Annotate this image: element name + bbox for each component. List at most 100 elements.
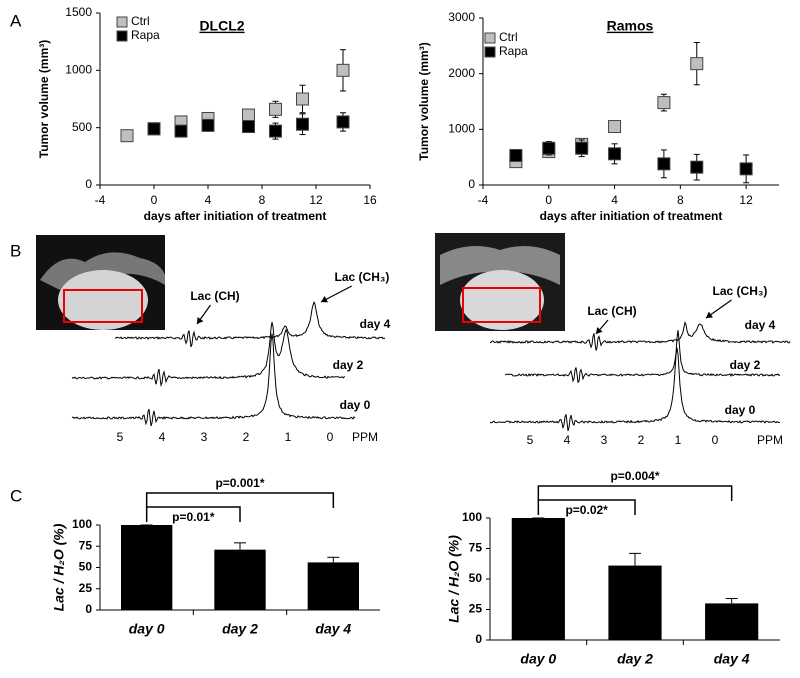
panel-label: A <box>10 11 22 30</box>
trace-label: day 2 <box>730 358 761 372</box>
ppm-tick-label: 2 <box>638 433 645 447</box>
y-tick-label: 50 <box>469 571 483 585</box>
bar <box>121 525 173 610</box>
trace-label: day 0 <box>725 403 756 417</box>
significance-bracket <box>145 506 241 522</box>
ppm-tick-label: 0 <box>712 433 719 447</box>
y-tick-label: 0 <box>468 177 475 191</box>
mri-image-left <box>36 235 165 330</box>
marker <box>336 63 350 77</box>
marker <box>242 108 255 122</box>
spectrum-trace <box>71 321 346 388</box>
y-axis-label: Tumor volume (mm³) <box>37 40 51 158</box>
panel-label: B <box>10 241 21 260</box>
y-tick-label: 3000 <box>448 10 475 24</box>
bar <box>608 565 662 640</box>
significance-bracket <box>537 499 636 515</box>
error-bar <box>234 542 246 550</box>
marker <box>690 57 704 71</box>
x-tick-label: 4 <box>205 193 212 207</box>
marker <box>575 141 589 155</box>
chart-title: DLCL2 <box>199 18 244 34</box>
y-tick-label: 25 <box>469 602 483 616</box>
legend-label: Rapa <box>131 28 160 42</box>
trace-label: day 4 <box>745 318 776 332</box>
legend-label: Rapa <box>499 44 528 58</box>
x-tick-label: 8 <box>677 193 684 207</box>
peak-label: Lac (CH) <box>190 289 239 303</box>
error-bar <box>629 552 641 566</box>
x-tick-label: 0 <box>151 193 158 207</box>
y-axis-label: Lac / H₂O (%) <box>51 523 67 611</box>
bar <box>307 562 359 610</box>
arrow-head <box>596 327 603 334</box>
marker <box>739 162 753 176</box>
legend-marker <box>116 30 128 42</box>
y-tick-label: 0 <box>85 177 92 191</box>
peak-label: Lac (CH₃) <box>335 270 390 284</box>
y-tick-label: 1000 <box>65 63 92 77</box>
marker <box>509 148 523 162</box>
ppm-axis-label: PPM <box>757 433 783 447</box>
trace-label: day 4 <box>360 317 391 331</box>
x-tick-label: day 0 <box>129 621 165 637</box>
y-tick-label: 100 <box>72 517 92 531</box>
x-tick-label: 4 <box>611 193 618 207</box>
x-tick-label: day 4 <box>714 651 750 667</box>
panel-label: C <box>10 486 22 505</box>
bar <box>705 603 759 640</box>
ppm-tick-label: 4 <box>159 430 166 444</box>
x-tick-label: 16 <box>363 193 377 207</box>
marker <box>201 118 215 132</box>
trace-label: day 0 <box>340 398 371 412</box>
ppm-tick-label: 3 <box>201 430 208 444</box>
ppm-tick-label: 5 <box>527 433 534 447</box>
x-tick-label: day 2 <box>222 621 258 637</box>
ppm-tick-label: 4 <box>564 433 571 447</box>
x-tick-label: -4 <box>478 193 489 207</box>
bar <box>214 549 266 610</box>
bar <box>511 518 565 640</box>
marker <box>296 92 309 106</box>
error-bar <box>327 556 340 563</box>
x-tick-label: 8 <box>259 193 266 207</box>
legend-marker <box>116 16 128 28</box>
marker <box>174 124 188 138</box>
arrow-head <box>197 317 204 324</box>
p-value: p=0.004* <box>610 469 659 483</box>
marker <box>269 124 282 138</box>
peak-label: Lac (CH) <box>587 304 636 318</box>
legend-marker <box>484 46 496 58</box>
x-tick-label: 12 <box>309 193 323 207</box>
y-axis-label: Lac / H₂O (%) <box>446 535 462 623</box>
y-tick-label: 1000 <box>448 122 475 136</box>
y-tick-label: 25 <box>79 581 93 595</box>
arrow-head <box>706 311 713 318</box>
y-tick-label: 0 <box>475 632 482 646</box>
y-tick-label: 0 <box>85 602 92 616</box>
x-axis-label: days after initiation of treatment <box>144 209 327 223</box>
marker <box>147 122 161 136</box>
spectrum-trace <box>489 347 781 432</box>
ppm-tick-label: 1 <box>675 433 682 447</box>
significance-bracket <box>145 492 335 508</box>
ppm-tick-label: 2 <box>243 430 250 444</box>
error-bar <box>725 598 738 604</box>
mri-image-right <box>435 233 565 331</box>
x-tick-label: 12 <box>739 193 753 207</box>
ppm-tick-label: 0 <box>327 430 334 444</box>
marker <box>542 141 556 155</box>
spectrum-trace <box>504 330 781 384</box>
arrow-head <box>321 296 328 303</box>
legend-marker <box>484 32 496 44</box>
marker <box>242 120 255 134</box>
marker <box>608 120 622 134</box>
legend-label: Ctrl <box>499 30 518 44</box>
spectrum-trace <box>71 333 356 427</box>
y-axis-label: Tumor volume (mm³) <box>417 42 431 160</box>
p-value: p=0.001* <box>215 476 264 490</box>
y-tick-label: 500 <box>72 120 92 134</box>
y-tick-label: 1500 <box>65 5 92 19</box>
y-tick-label: 100 <box>462 510 482 524</box>
